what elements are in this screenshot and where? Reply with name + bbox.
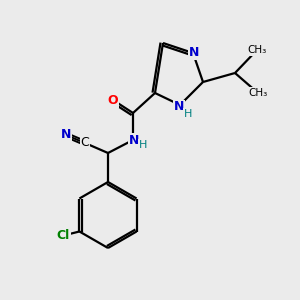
Text: N: N [189, 46, 199, 59]
Text: H: H [139, 140, 147, 150]
Text: N: N [61, 128, 71, 142]
Text: C: C [81, 136, 89, 149]
Text: O: O [108, 94, 118, 106]
Text: Cl: Cl [57, 229, 70, 242]
Text: N: N [129, 134, 139, 146]
Text: CH₃: CH₃ [248, 45, 267, 55]
Text: N: N [174, 100, 184, 113]
Text: H: H [184, 109, 192, 119]
Text: CH₃: CH₃ [248, 88, 268, 98]
